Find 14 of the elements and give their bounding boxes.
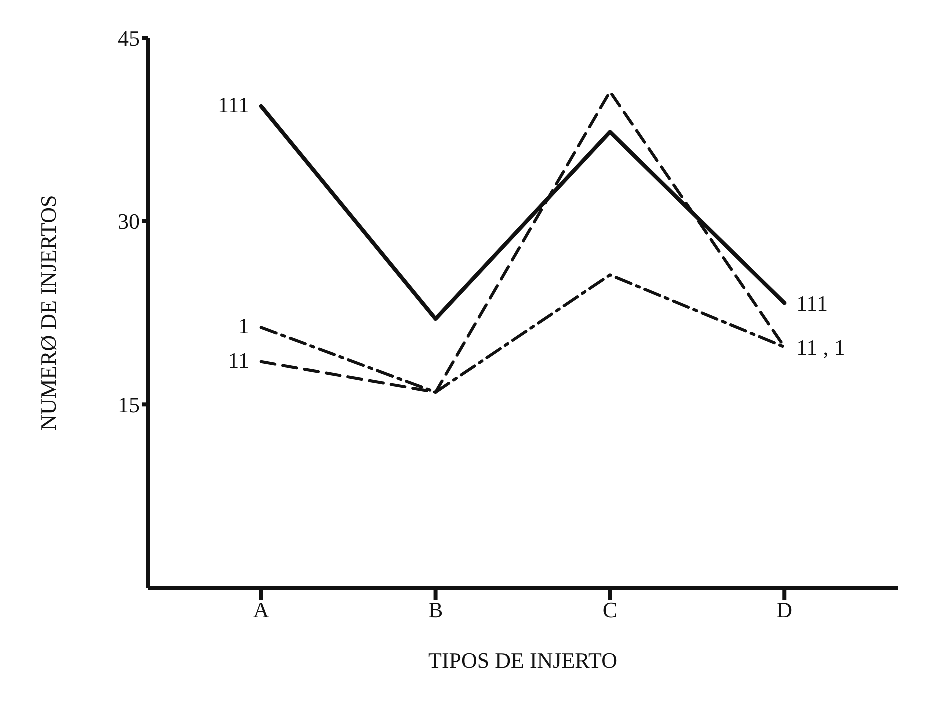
y-tick-label: 15 xyxy=(118,392,140,418)
x-tick-label: A xyxy=(253,598,270,623)
x-axis-title: TIPOS DE INJERTO xyxy=(428,648,618,673)
series-label: 111 xyxy=(796,291,828,316)
x-tick-label: C xyxy=(602,598,618,623)
series-label: 1 xyxy=(238,314,250,339)
y-tick-label: 45 xyxy=(118,26,140,51)
x-tick-label: D xyxy=(776,598,793,623)
text: 111 xyxy=(218,92,250,118)
x-tick-label: B xyxy=(428,598,444,623)
y-tick-label: 30 xyxy=(118,209,140,234)
series-label: 11 xyxy=(228,348,250,373)
y-axis-title: NUMERØ DE INJERTOS xyxy=(36,195,61,431)
annotation: 11 , 1 xyxy=(796,335,846,360)
